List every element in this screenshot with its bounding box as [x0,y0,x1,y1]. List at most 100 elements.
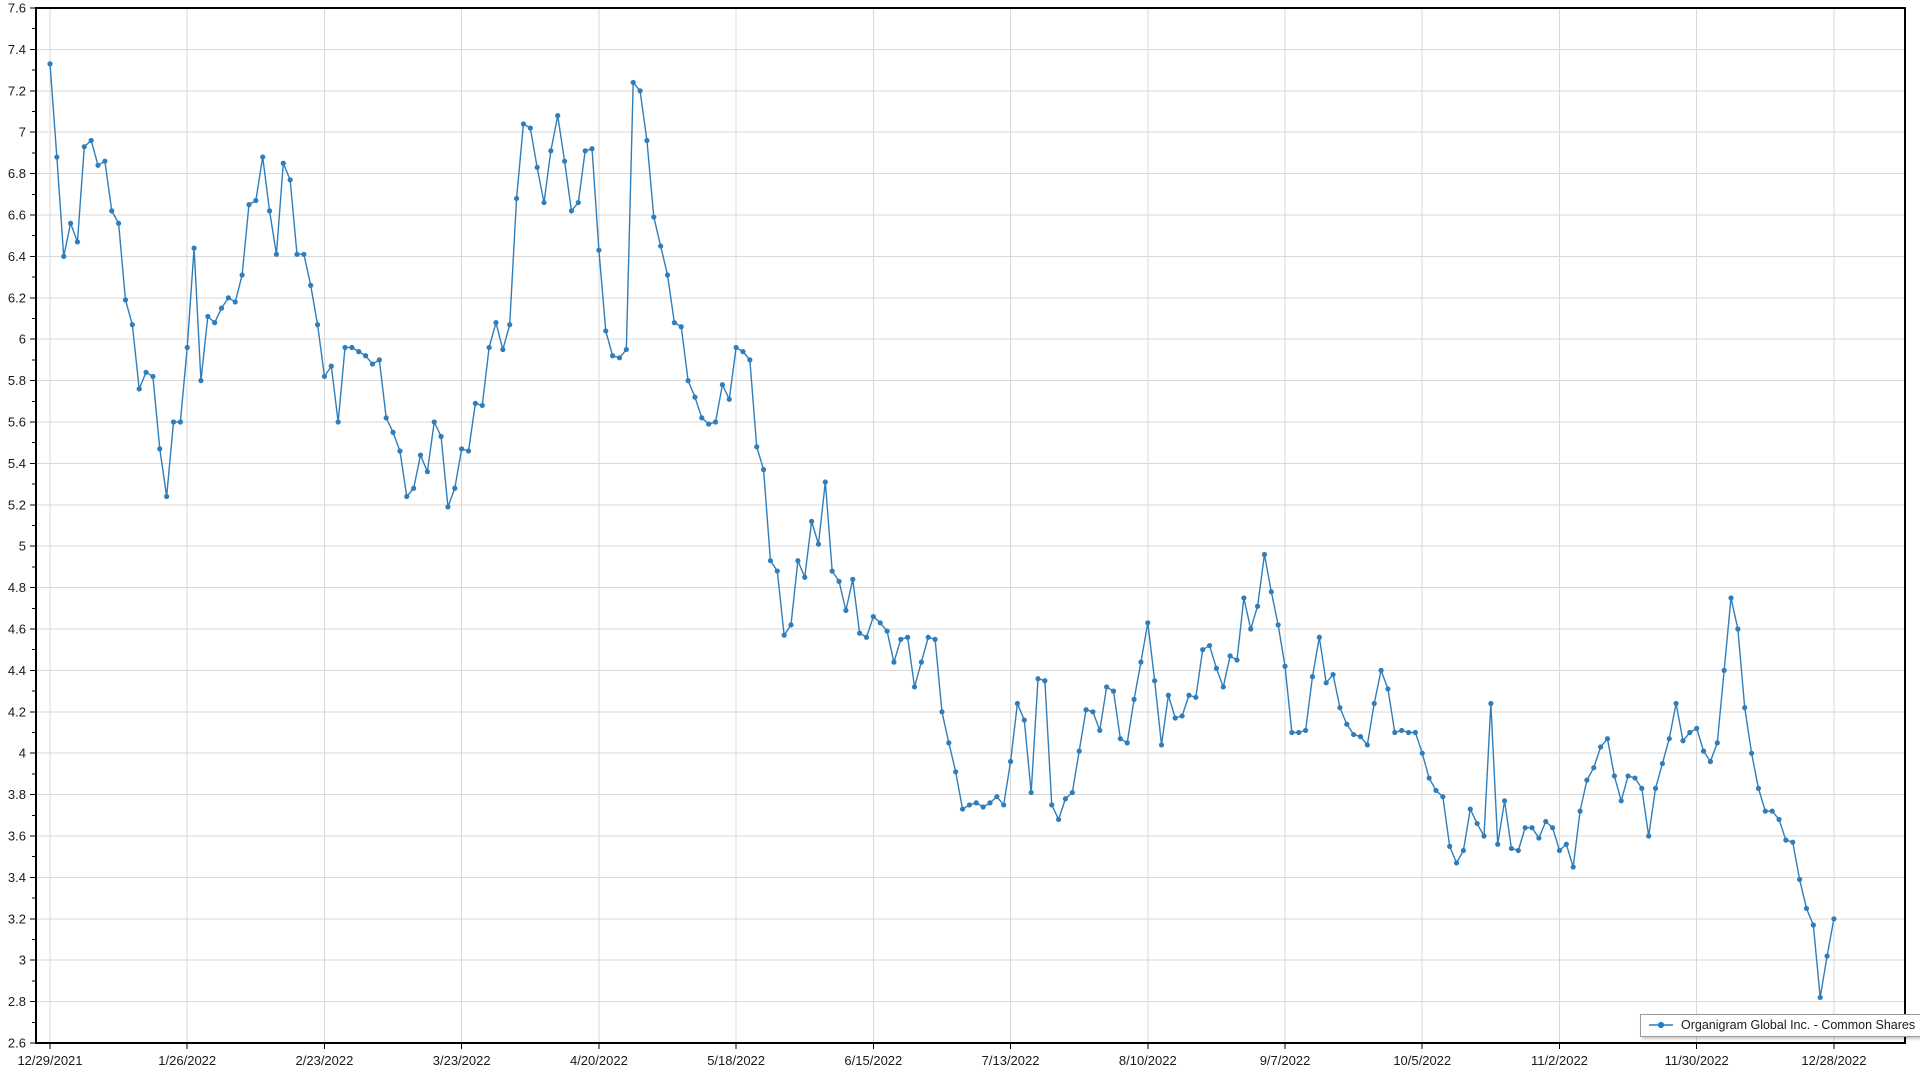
series-data-point[interactable] [417,452,424,458]
series-data-point[interactable] [1124,740,1130,746]
series-data-point[interactable] [1515,847,1521,854]
series-data-point[interactable] [170,419,177,425]
series-data-point[interactable] [1035,676,1041,682]
series-data-point[interactable] [548,148,554,154]
series-data-point[interactable] [664,272,671,278]
series-data-point[interactable] [959,806,966,812]
series-data-point[interactable] [1351,731,1357,738]
series-data-point[interactable] [1275,622,1281,628]
series-data-point[interactable] [520,121,527,127]
series-data-point[interactable] [1728,595,1734,601]
series-data-point[interactable] [1646,833,1652,839]
series-data-point[interactable] [1399,727,1405,734]
series-data-point[interactable] [1206,642,1213,649]
series-data-point[interactable] [1824,953,1830,959]
series-data-point[interactable] [1282,663,1288,669]
series-data-point[interactable] [1145,620,1151,626]
series-data-point[interactable] [857,630,863,636]
series-data-point[interactable] [754,444,760,450]
series-data-point[interactable] [109,208,115,214]
series-data-point[interactable] [321,373,328,380]
series-data-point[interactable] [1556,847,1563,854]
series-data-point[interactable] [280,160,286,166]
series-data-point[interactable] [397,448,403,454]
series-data-point[interactable] [1742,705,1748,711]
series-data-point[interactable] [555,113,561,119]
series-data-point[interactable] [1501,798,1508,804]
series-data-point[interactable] [1776,816,1782,823]
series-data-point[interactable] [946,740,952,746]
series-data-point[interactable] [877,620,883,626]
series-data-point[interactable] [1460,847,1467,854]
series-data-point[interactable] [335,419,341,425]
series-data-point[interactable] [1392,729,1398,736]
series-data-point[interactable] [1049,802,1055,808]
series-data-point[interactable] [1755,785,1762,791]
series-data-point[interactable] [1357,734,1364,740]
series-data-point[interactable] [74,239,81,245]
series-data-point[interactable] [603,328,609,334]
series-data-point[interactable] [918,659,924,665]
series-data-point[interactable] [1680,738,1686,744]
series-data-point[interactable] [891,659,897,665]
series-data-point[interactable] [1097,727,1103,734]
series-data-point[interactable] [1447,843,1453,849]
series-data-point[interactable] [1783,837,1789,843]
series-data-point[interactable] [1344,721,1350,727]
series-data-point[interactable] [1639,785,1645,791]
series-data-point[interactable] [452,485,458,491]
series-data-point[interactable] [1803,905,1810,912]
series-data-point[interactable] [445,504,451,510]
series-data-point[interactable] [1028,789,1034,796]
series-data-point[interactable] [1213,665,1220,671]
series-data-point[interactable] [314,322,321,328]
series-data-point[interactable] [116,220,122,226]
series-data-point[interactable] [781,632,787,638]
series-data-point[interactable] [1790,839,1796,845]
series-data-point[interactable] [1104,684,1110,690]
series-data-point[interactable] [349,344,355,351]
series-data-point[interactable] [1563,841,1569,847]
series-data-point[interactable] [699,415,705,421]
series-data-point[interactable] [788,622,794,628]
series-data-point[interactable] [308,282,314,288]
series-data-point[interactable] [905,634,911,640]
series-data-point[interactable] [129,322,135,328]
series-data-point[interactable] [1193,694,1199,700]
series-data-point[interactable] [1810,922,1816,928]
series-data-point[interactable] [1584,777,1590,783]
series-data-point[interactable] [1797,876,1803,883]
series-data-point[interactable] [561,158,568,164]
series-data-point[interactable] [630,79,636,86]
series-data-point[interactable] [1110,688,1117,694]
series-data-point[interactable] [1550,825,1556,831]
series-data-point[interactable] [411,485,417,491]
series-data-point[interactable] [1666,736,1672,742]
series-data-point[interactable] [616,355,623,361]
series-data-point[interactable] [527,125,533,131]
series-data-point[interactable] [953,769,959,775]
series-data-point[interactable] [836,578,842,584]
series-data-point[interactable] [102,158,108,164]
series-data-point[interactable] [966,802,973,808]
series-data-point[interactable] [637,88,643,94]
series-data-point[interactable] [1179,713,1185,719]
series-data-point[interactable] [1481,833,1487,839]
series-data-point[interactable] [81,144,87,150]
series-data-point[interactable] [1385,686,1391,692]
series-data-point[interactable] [534,164,540,170]
series-data-point[interactable] [1330,671,1336,678]
series-data-point[interactable] [1042,678,1048,684]
series-data-point[interactable] [822,479,828,485]
series-data-point[interactable] [1707,758,1714,765]
series-data-point[interactable] [294,251,300,257]
series-data-point[interactable] [1632,775,1638,781]
series-data-point[interactable] [225,295,231,301]
series-data-point[interactable] [328,363,334,369]
series-data-point[interactable] [1021,717,1027,723]
series-data-point[interactable] [1570,864,1576,870]
series-data-point[interactable] [802,574,808,580]
series-data-point[interactable] [1433,787,1439,794]
series-data-point[interactable] [246,202,252,208]
series-data-point[interactable] [479,402,485,409]
